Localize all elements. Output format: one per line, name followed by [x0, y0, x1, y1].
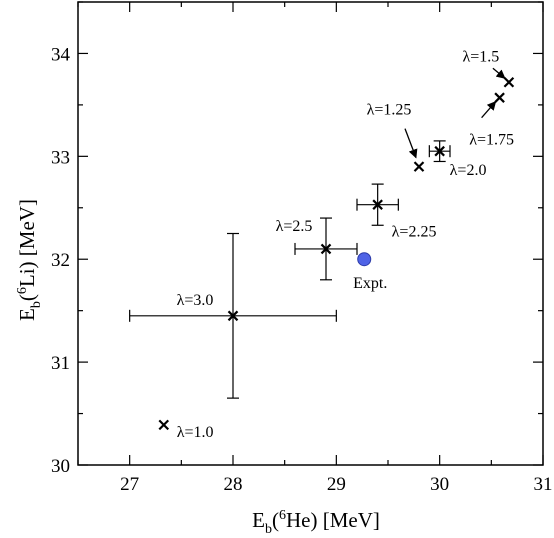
x-marker — [413, 161, 425, 172]
data-point — [129, 232, 337, 399]
data-point — [356, 183, 399, 226]
x-marker — [372, 199, 383, 210]
point-label: λ=1.5 — [463, 48, 500, 65]
point-label: λ=3.0 — [177, 292, 214, 309]
x-tick-label: 31 — [534, 474, 553, 495]
point-label: λ=2.25 — [392, 224, 437, 241]
label-arrow — [492, 67, 506, 79]
plot-frame — [77, 1, 544, 466]
x-tick-label: 29 — [327, 474, 346, 495]
x-tick-label: 28 — [224, 474, 243, 495]
x-marker — [320, 243, 332, 255]
y-tick-label: 32 — [51, 250, 70, 271]
data-point — [494, 92, 505, 103]
data-point — [428, 140, 451, 163]
x-marker — [494, 92, 505, 103]
data-marks — [129, 76, 515, 431]
label-arrow — [404, 128, 418, 159]
expt-label: Expt. — [353, 275, 387, 292]
label-arrow — [481, 101, 497, 119]
y-tick-label: 31 — [51, 353, 70, 374]
y-axis-title: Eb(6Li) [MeV] — [15, 199, 44, 321]
data-point — [294, 217, 358, 281]
axis-ticks: 27 28 29 30 31 30 31 32 33 34 — [51, 1, 553, 495]
point-label: λ=1.25 — [367, 102, 412, 119]
y-tick-label: 30 — [51, 456, 70, 477]
x-marker — [227, 310, 239, 322]
point-label: λ=1.75 — [469, 132, 514, 149]
data-point — [158, 419, 170, 431]
x-tick-label: 27 — [120, 474, 139, 495]
y-tick-label: 34 — [51, 44, 71, 65]
point-label: λ=1.0 — [177, 424, 214, 441]
point-label: λ=2.5 — [276, 218, 313, 235]
x-marker — [158, 419, 170, 431]
data-point — [413, 161, 425, 172]
data-point — [503, 76, 515, 88]
x-tick-label: 30 — [430, 474, 449, 495]
x-marker — [434, 145, 445, 157]
point-label: λ=2.0 — [450, 162, 487, 179]
x-marker — [503, 76, 515, 88]
expt-marker — [357, 252, 372, 267]
plot-border — [77, 1, 544, 466]
x-axis-title: Eb(6He) [MeV] — [252, 508, 380, 537]
y-tick-label: 33 — [51, 147, 70, 168]
annotations: Expt. λ=1.0 λ=1.25 λ=1.5 λ=1.75 λ=2.0 λ=2.25 λ=… — [177, 48, 514, 441]
